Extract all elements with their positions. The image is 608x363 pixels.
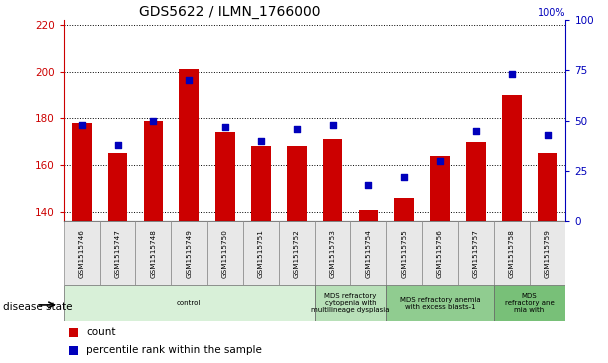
Bar (323, 139, 342, 221)
Text: GSM1515756: GSM1515756 (437, 229, 443, 278)
Text: GSM1515747: GSM1515747 (114, 229, 120, 278)
Text: GSM1515759: GSM1515759 (545, 229, 550, 278)
Bar (100, 221, 136, 285)
Text: GSM1515752: GSM1515752 (294, 229, 300, 278)
Text: GSM1515754: GSM1515754 (365, 229, 371, 278)
Bar (422, 221, 458, 285)
Bar (143, 121, 164, 221)
Point (435, 158, 445, 164)
Text: MDS refractory anemia
with excess blasts-1: MDS refractory anemia with excess blasts… (399, 297, 480, 310)
Bar (136, 221, 171, 285)
Bar (386, 285, 494, 321)
Text: GSM1515749: GSM1515749 (186, 229, 192, 278)
Bar (359, 210, 378, 221)
Point (256, 138, 266, 144)
Point (399, 174, 409, 180)
Bar (64, 221, 100, 285)
Bar (69, 328, 78, 337)
Bar (251, 146, 271, 221)
Text: GDS5622 / ILMN_1766000: GDS5622 / ILMN_1766000 (139, 5, 320, 19)
Bar (430, 156, 450, 221)
Text: MDS refractory
cytopenia with
multilineage dysplasia: MDS refractory cytopenia with multilinea… (311, 293, 390, 313)
Point (148, 118, 158, 123)
Point (184, 77, 194, 83)
Bar (207, 221, 243, 285)
Bar (64, 285, 315, 321)
Bar (395, 198, 414, 221)
Text: count: count (86, 327, 116, 337)
Text: disease state: disease state (3, 302, 72, 312)
Point (112, 142, 122, 148)
Bar (215, 132, 235, 221)
Bar (350, 221, 386, 285)
Point (471, 128, 481, 134)
Point (292, 126, 302, 132)
Bar (279, 221, 315, 285)
Text: GSM1515757: GSM1515757 (473, 229, 479, 278)
Text: GSM1515748: GSM1515748 (150, 229, 156, 278)
Text: GSM1515750: GSM1515750 (222, 229, 228, 278)
Text: GSM1515753: GSM1515753 (330, 229, 336, 278)
Point (507, 72, 517, 77)
Text: GSM1515755: GSM1515755 (401, 229, 407, 278)
Text: GSM1515751: GSM1515751 (258, 229, 264, 278)
Text: MDS
refractory ane
mia with: MDS refractory ane mia with (505, 293, 554, 313)
Bar (315, 221, 350, 285)
Bar (315, 285, 386, 321)
Point (328, 122, 337, 128)
Bar (494, 221, 530, 285)
Text: 100%: 100% (538, 8, 565, 17)
Bar (108, 154, 128, 221)
Bar (179, 69, 199, 221)
Point (77, 122, 86, 128)
Bar (386, 221, 422, 285)
Bar (171, 221, 207, 285)
Bar (458, 221, 494, 285)
Bar (530, 221, 565, 285)
Bar (537, 154, 558, 221)
Point (220, 124, 230, 130)
Bar (69, 346, 78, 355)
Bar (287, 146, 306, 221)
Point (364, 182, 373, 188)
Bar (466, 142, 486, 221)
Bar (243, 221, 279, 285)
Text: GSM1515758: GSM1515758 (509, 229, 515, 278)
Bar (72, 123, 92, 221)
Text: GSM1515746: GSM1515746 (79, 229, 85, 278)
Bar (494, 285, 565, 321)
Bar (502, 95, 522, 221)
Text: control: control (177, 300, 201, 306)
Point (543, 132, 553, 138)
Text: percentile rank within the sample: percentile rank within the sample (86, 346, 262, 355)
